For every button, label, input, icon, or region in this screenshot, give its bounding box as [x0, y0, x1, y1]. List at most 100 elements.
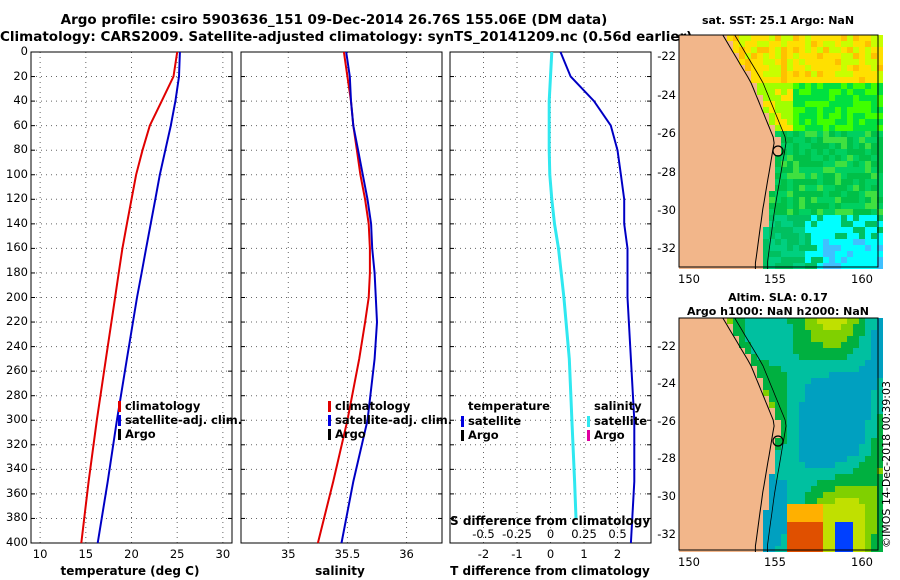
map-cell	[847, 360, 853, 366]
map-cell	[865, 47, 871, 53]
map-cell	[865, 203, 871, 209]
map-cell	[793, 125, 799, 131]
map-cell	[751, 149, 757, 155]
map-cell	[703, 59, 709, 65]
map-cell	[703, 209, 709, 215]
map-cell	[733, 113, 739, 119]
map-cell	[691, 540, 697, 546]
map-cell	[805, 528, 811, 534]
map-cell	[739, 342, 745, 348]
map-cell	[733, 53, 739, 59]
map-cell	[835, 101, 841, 107]
map-cell	[799, 107, 805, 113]
map-cell	[745, 83, 751, 89]
map-cell	[799, 167, 805, 173]
map-cell	[769, 546, 775, 552]
map-cell	[793, 528, 799, 534]
map-cell	[763, 131, 769, 137]
map-cell	[871, 474, 877, 480]
map-cell	[829, 65, 835, 71]
map-cell	[697, 95, 703, 101]
map-cell	[739, 396, 745, 402]
map-cell	[835, 540, 841, 546]
map-cell	[775, 47, 781, 53]
map-cell	[769, 522, 775, 528]
map-cell	[793, 203, 799, 209]
x-tick-label: 10	[32, 547, 48, 561]
map-cell	[799, 161, 805, 167]
map-cell	[799, 390, 805, 396]
map-cell	[685, 432, 691, 438]
map-cell	[727, 149, 733, 155]
map-cell	[727, 167, 733, 173]
map-cell	[805, 414, 811, 420]
x-tick-label: -0.5	[472, 527, 495, 541]
map-cell	[817, 414, 823, 420]
map-cell	[739, 245, 745, 251]
map-cell	[763, 516, 769, 522]
lat-tick-label: -22	[657, 49, 676, 63]
map-cell	[865, 161, 871, 167]
map-cell	[715, 125, 721, 131]
map-cell	[739, 384, 745, 390]
map-cell	[745, 354, 751, 360]
map-cell	[841, 366, 847, 372]
map-cell	[703, 155, 709, 161]
map-cell	[835, 462, 841, 468]
map-cell	[787, 486, 793, 492]
map-cell	[865, 35, 871, 41]
map-cell	[853, 420, 859, 426]
map-cell	[769, 474, 775, 480]
map-cell	[763, 53, 769, 59]
map-cell	[865, 149, 871, 155]
map-cell	[853, 53, 859, 59]
map-cell	[829, 167, 835, 173]
map-cell	[787, 432, 793, 438]
map-cell	[835, 546, 841, 552]
map-cell	[877, 384, 883, 390]
map-cell	[871, 203, 877, 209]
legend-argo: Argo	[125, 427, 156, 441]
map-cell	[823, 384, 829, 390]
map-cell	[769, 161, 775, 167]
map-cell	[763, 318, 769, 324]
map-cell	[847, 215, 853, 221]
map-cell	[715, 384, 721, 390]
map-cell	[769, 143, 775, 149]
map-cell	[781, 330, 787, 336]
map-cell	[781, 516, 787, 522]
map-cell	[715, 480, 721, 486]
map-cell	[853, 179, 859, 185]
map-cell	[721, 215, 727, 221]
map-cell	[805, 378, 811, 384]
map-cell	[739, 233, 745, 239]
map-cell	[679, 342, 685, 348]
map-cell	[691, 221, 697, 227]
map-cell	[793, 456, 799, 462]
map-cell	[787, 197, 793, 203]
map-cell	[811, 384, 817, 390]
map-cell	[775, 348, 781, 354]
map-cell	[853, 197, 859, 203]
map-cell	[787, 456, 793, 462]
map-cell	[721, 324, 727, 330]
map-cell	[727, 53, 733, 59]
map-cell	[757, 239, 763, 245]
map-cell	[799, 209, 805, 215]
map-cell	[769, 378, 775, 384]
map-cell	[841, 534, 847, 540]
map-cell	[871, 534, 877, 540]
map-cell	[751, 366, 757, 372]
map-cell	[865, 384, 871, 390]
map-cell	[685, 486, 691, 492]
map-cell	[853, 498, 859, 504]
map-cell	[691, 324, 697, 330]
map-cell	[871, 215, 877, 221]
map-cell	[817, 444, 823, 450]
map-cell	[817, 95, 823, 101]
map-cell	[697, 35, 703, 41]
map-cell	[841, 444, 847, 450]
map-cell	[859, 438, 865, 444]
map-cell	[805, 474, 811, 480]
map-cell	[835, 173, 841, 179]
